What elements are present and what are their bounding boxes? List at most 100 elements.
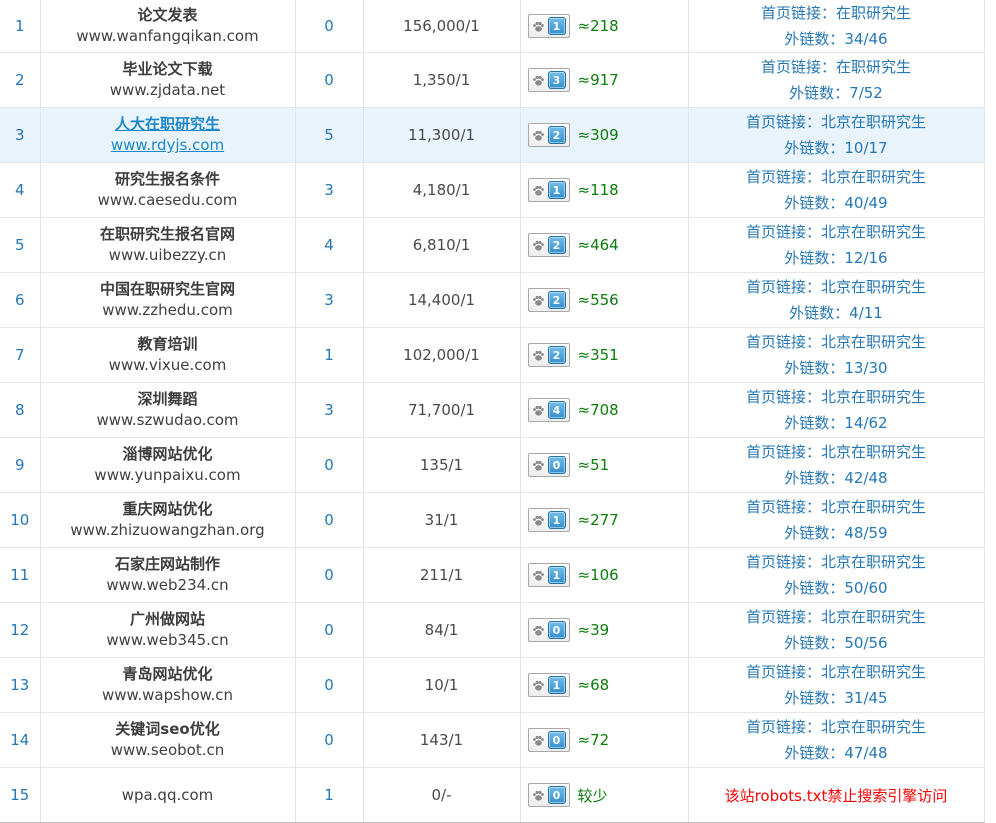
links-cell: 首页链接：北京在职研究生 外链数：10/17 xyxy=(688,107,985,163)
weight-cell: 1 ≈118 xyxy=(520,162,689,218)
site-url: www.web345.cn xyxy=(106,631,229,649)
baidu-weight-badge: 0 xyxy=(527,618,570,642)
count-cell: 3 xyxy=(295,382,364,438)
site-title: 研究生报名条件 xyxy=(114,170,220,188)
estimated-traffic-value: ≈72 xyxy=(577,731,610,749)
paw-icon xyxy=(532,75,544,86)
paw-icon xyxy=(532,240,544,251)
estimated-traffic-value: ≈917 xyxy=(577,71,619,89)
baidu-weight-badge: 2 xyxy=(527,288,570,312)
homepage-link-text: 首页链接：北京在职研究生 xyxy=(745,498,926,516)
weight-badge-number: 2 xyxy=(547,236,566,254)
site-title: 重庆网站优化 xyxy=(122,500,213,518)
count-cell: 0 xyxy=(295,547,364,603)
paw-icon xyxy=(532,350,544,361)
site-title: 淄博网站优化 xyxy=(122,445,213,463)
weight-badge-number: 1 xyxy=(547,566,566,584)
site-url: www.zzhedu.com xyxy=(102,301,233,319)
count-value: 0 xyxy=(324,621,334,639)
ratio-cell: 71,700/1 xyxy=(363,382,521,438)
count-value: 3 xyxy=(324,291,334,309)
paw-icon xyxy=(532,625,544,636)
count-value: 0 xyxy=(324,511,334,529)
outlink-count-text: 外链数：40/49 xyxy=(784,194,888,212)
ratio-cell: 10/1 xyxy=(363,657,521,713)
index-ratio-value: 102,000/1 xyxy=(403,346,480,364)
ratio-cell: 143/1 xyxy=(363,712,521,768)
index-ratio-value: 31/1 xyxy=(424,511,459,529)
outlink-count-text: 外链数：50/60 xyxy=(784,579,888,597)
weight-cell: 0 ≈39 xyxy=(520,602,689,658)
rank-number: 6 xyxy=(14,291,25,309)
outlink-count-text: 外链数：13/30 xyxy=(784,359,888,377)
site-url: www.wanfangqikan.com xyxy=(76,27,259,45)
site-url: www.uibezzy.cn xyxy=(108,246,227,264)
site-title: 论文发表 xyxy=(137,6,198,24)
homepage-link-text: 首页链接：北京在职研究生 xyxy=(745,223,926,241)
weight-badge-number: 1 xyxy=(547,17,566,35)
weight-badge-number: 0 xyxy=(547,731,566,749)
estimated-traffic-value: ≈68 xyxy=(577,676,610,694)
weight-badge-number: 2 xyxy=(547,126,566,144)
count-cell: 0 xyxy=(295,602,364,658)
paw-icon xyxy=(532,295,544,306)
index-ratio-value: 211/1 xyxy=(419,566,464,584)
table-row: 2 毕业论文下载 www.zjdata.net 0 1,350/1 xyxy=(0,52,985,108)
count-cell: 3 xyxy=(295,162,364,218)
links-cell: 首页链接：北京在职研究生 外链数：14/62 xyxy=(688,382,985,438)
count-cell: 5 xyxy=(295,107,364,163)
site-cell: 毕业论文下载 www.zjdata.net xyxy=(40,52,296,108)
links-cell: 首页链接：北京在职研究生 外链数：48/59 xyxy=(688,492,985,548)
table-row: 13 青岛网站优化 www.wapshow.cn 0 10/1 xyxy=(0,657,985,713)
site-cell: 教育培训 www.vixue.com xyxy=(40,327,296,383)
outlink-count-text: 外链数：50/56 xyxy=(784,634,888,652)
site-url: www.vixue.com xyxy=(108,356,227,374)
rank-number: 14 xyxy=(10,731,30,749)
weight-cell: 1 ≈68 xyxy=(520,657,689,713)
count-value: 5 xyxy=(324,126,334,144)
estimated-traffic-value: ≈309 xyxy=(577,126,619,144)
ratio-cell: 14,400/1 xyxy=(363,272,521,328)
rank-cell: 8 xyxy=(0,382,41,438)
weight-cell: 1 ≈277 xyxy=(520,492,689,548)
links-cell: 该站robots.txt禁止搜索引擎访问 xyxy=(688,767,985,823)
index-ratio-value: 4,180/1 xyxy=(412,181,471,199)
links-cell: 首页链接：在职研究生 外链数：34/46 xyxy=(688,0,985,53)
rank-cell: 13 xyxy=(0,657,41,713)
links-cell: 首页链接：北京在职研究生 外链数：50/60 xyxy=(688,547,985,603)
estimated-traffic-value: ≈51 xyxy=(577,456,610,474)
paw-icon xyxy=(532,680,544,691)
weight-badge-number: 1 xyxy=(547,511,566,529)
count-cell: 0 xyxy=(295,437,364,493)
site-title: 教育培训 xyxy=(137,335,198,353)
index-ratio-value: 6,810/1 xyxy=(412,236,471,254)
site-title: 在职研究生报名官网 xyxy=(99,225,235,243)
baidu-weight-badge: 2 xyxy=(527,123,570,147)
ratio-cell: 102,000/1 xyxy=(363,327,521,383)
estimated-traffic-value: ≈556 xyxy=(577,291,619,309)
estimated-traffic-value: ≈118 xyxy=(577,181,619,199)
count-value: 4 xyxy=(324,236,334,254)
count-value: 0 xyxy=(324,566,334,584)
count-cell: 0 xyxy=(295,712,364,768)
rank-number: 11 xyxy=(10,566,30,584)
estimated-traffic-value: ≈39 xyxy=(577,621,610,639)
weight-badge-number: 0 xyxy=(547,621,566,639)
site-title: 广州做网站 xyxy=(129,610,205,628)
homepage-link-text: 首页链接：北京在职研究生 xyxy=(745,663,926,681)
homepage-link-text: 首页链接：北京在职研究生 xyxy=(745,443,926,461)
count-value: 3 xyxy=(324,401,334,419)
table-row: 6 中国在职研究生官网 www.zzhedu.com 3 14,400/1 xyxy=(0,272,985,328)
robots-blocked-warning: 该站robots.txt禁止搜索引擎访问 xyxy=(724,786,948,805)
site-title[interactable]: 人大在职研究生 xyxy=(114,115,220,133)
site-url[interactable]: www.rdyjs.com xyxy=(110,136,225,154)
links-cell: 首页链接：北京在职研究生 外链数：4/11 xyxy=(688,272,985,328)
count-cell: 0 xyxy=(295,0,364,53)
rank-cell: 9 xyxy=(0,437,41,493)
paw-icon xyxy=(532,130,544,141)
rank-number: 5 xyxy=(14,236,25,254)
weight-badge-number: 0 xyxy=(547,456,566,474)
site-cell: wpa.qq.com xyxy=(40,767,296,823)
table-row: 15 wpa.qq.com 1 0/- 0 xyxy=(0,767,985,823)
count-value: 3 xyxy=(324,181,334,199)
